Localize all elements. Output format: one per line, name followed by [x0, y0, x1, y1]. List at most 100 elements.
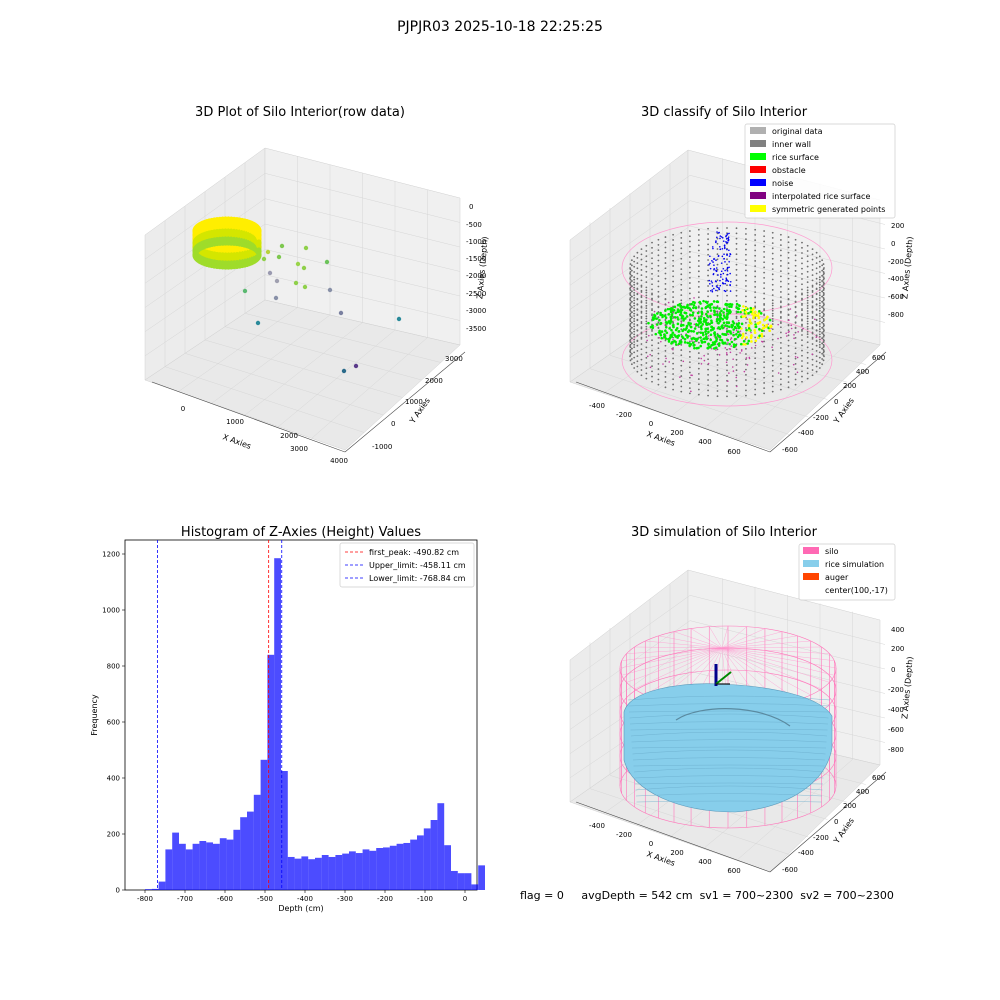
classify-inner-wall-point [787, 272, 790, 275]
classify-interpolated-point [728, 372, 730, 374]
classify-inner-wall-point [716, 353, 719, 356]
classify-inner-wall-point [664, 288, 667, 290]
classify-interpolated-point [735, 385, 738, 388]
simulation-ztick: 0 [891, 666, 895, 674]
classify-inner-wall-point [688, 297, 691, 300]
classify-inner-wall-point [633, 361, 636, 364]
classify-rice-point [679, 305, 683, 308]
classify-interpolated-point [646, 355, 649, 358]
histogram-bar [430, 820, 438, 890]
classify-inner-wall-point [745, 363, 747, 366]
classify-inner-wall-point [763, 330, 766, 332]
classify-inner-wall-point [801, 360, 803, 362]
classify-inner-wall-point [636, 293, 639, 296]
histogram-xtick-label: -200 [377, 895, 393, 903]
classify-rice-point [732, 333, 735, 337]
classify-rice-point [676, 316, 679, 319]
simulation-surface-ridge [675, 708, 791, 727]
classify-rice-point [710, 321, 713, 325]
classify-inner-wall-point [645, 244, 648, 247]
classify-inner-wall-point [787, 256, 790, 259]
classify-inner-wall-point [645, 304, 648, 307]
simulation-rice-surface [623, 683, 833, 813]
raw-point [256, 251, 262, 257]
classify-inner-wall-point [815, 282, 818, 285]
classify-noise-point [721, 247, 724, 250]
classify-inner-wall-point [630, 326, 633, 329]
classify-inner-wall-point [640, 296, 643, 299]
classify-rice-point [712, 309, 716, 312]
classify-inner-wall-point [787, 314, 790, 316]
histogram-bar [267, 654, 275, 890]
classify-inner-wall-point [735, 253, 738, 256]
classify-interpolated-point [730, 337, 733, 339]
classify-inner-wall-point [633, 309, 636, 312]
classify-inner-wall-point [672, 249, 675, 252]
classify-noise-point [716, 286, 719, 289]
classify-noise-point [723, 253, 725, 256]
classify-inner-wall-point [651, 241, 653, 244]
classify-rice-point [702, 299, 705, 303]
classify-rice-point [709, 329, 713, 332]
classify-inner-wall-point [822, 281, 825, 284]
classify-inner-wall-point [726, 374, 728, 377]
classify-inner-wall-point [822, 359, 825, 362]
classify-rice-point [700, 339, 703, 342]
classify-rice-point [659, 333, 663, 337]
panel-raw-3d: 3D Plot of Silo Interior(row data) 0 100… [144, 105, 490, 465]
histogram-bar [281, 771, 288, 890]
classify-inner-wall-point [651, 297, 653, 300]
classify-inner-wall-point [636, 329, 639, 332]
classify-inner-wall-point [651, 308, 653, 310]
classify-inner-wall-point [801, 375, 803, 378]
classify-inner-wall-point [697, 280, 700, 283]
classify-inner-wall-point [697, 296, 700, 299]
classify-rice-point [675, 343, 678, 346]
classify-interpolated-point [794, 355, 797, 358]
histogram-bar [478, 865, 485, 890]
classify-inner-wall-point [640, 337, 643, 340]
classify-interpolated-point [725, 361, 728, 364]
classify-interpolated-point [726, 380, 729, 382]
classify-inner-wall-point [806, 270, 809, 273]
classify-inner-wall-point [745, 279, 747, 282]
classify-rice-point [670, 320, 673, 323]
classify-inner-wall-point [645, 255, 648, 258]
classify-inner-wall-point [664, 376, 667, 378]
classify-noise-point [709, 267, 712, 270]
classify-inner-wall-point [672, 373, 675, 375]
classify-inner-wall-point [657, 347, 660, 350]
classify-inner-wall-point [633, 317, 636, 320]
classify-inner-wall-point [645, 270, 648, 273]
classify-inner-wall-point [815, 267, 818, 270]
classify-inner-wall-point [672, 388, 675, 391]
classify-inner-wall-point [754, 275, 757, 278]
classify-rice-point [696, 311, 700, 315]
classify-rice-point [724, 333, 728, 337]
classify-inner-wall-point [763, 235, 766, 238]
classify-inner-wall-point [794, 264, 797, 267]
classify-noise-point [709, 283, 711, 285]
classify-interpolated-point [682, 360, 685, 363]
classify-inner-wall-point [754, 254, 757, 257]
classify-inner-wall-point [811, 258, 814, 261]
histogram-xtick-label: -100 [417, 895, 433, 903]
classify-interpolated-point [802, 327, 804, 330]
classify-inner-wall-point [806, 296, 809, 299]
classify-inner-wall-point [664, 256, 667, 259]
simulation-mesh-line [628, 710, 830, 713]
classify-inner-wall-point [771, 302, 774, 305]
classify-inner-wall-point [633, 367, 636, 369]
classify-rice-point [692, 344, 696, 347]
raw-point [293, 280, 299, 286]
histogram-bar [349, 851, 356, 890]
classify-inner-wall-point [716, 237, 719, 240]
histogram-bar [145, 889, 152, 890]
histogram-bars [145, 558, 485, 890]
classify-inner-wall-point [688, 350, 691, 353]
classify-inner-wall-point [697, 326, 700, 328]
classify-rice-point [713, 340, 717, 344]
simulation-xtick: -400 [589, 822, 605, 830]
classify-rice-point [709, 303, 712, 306]
classify-inner-wall-point [636, 340, 639, 342]
